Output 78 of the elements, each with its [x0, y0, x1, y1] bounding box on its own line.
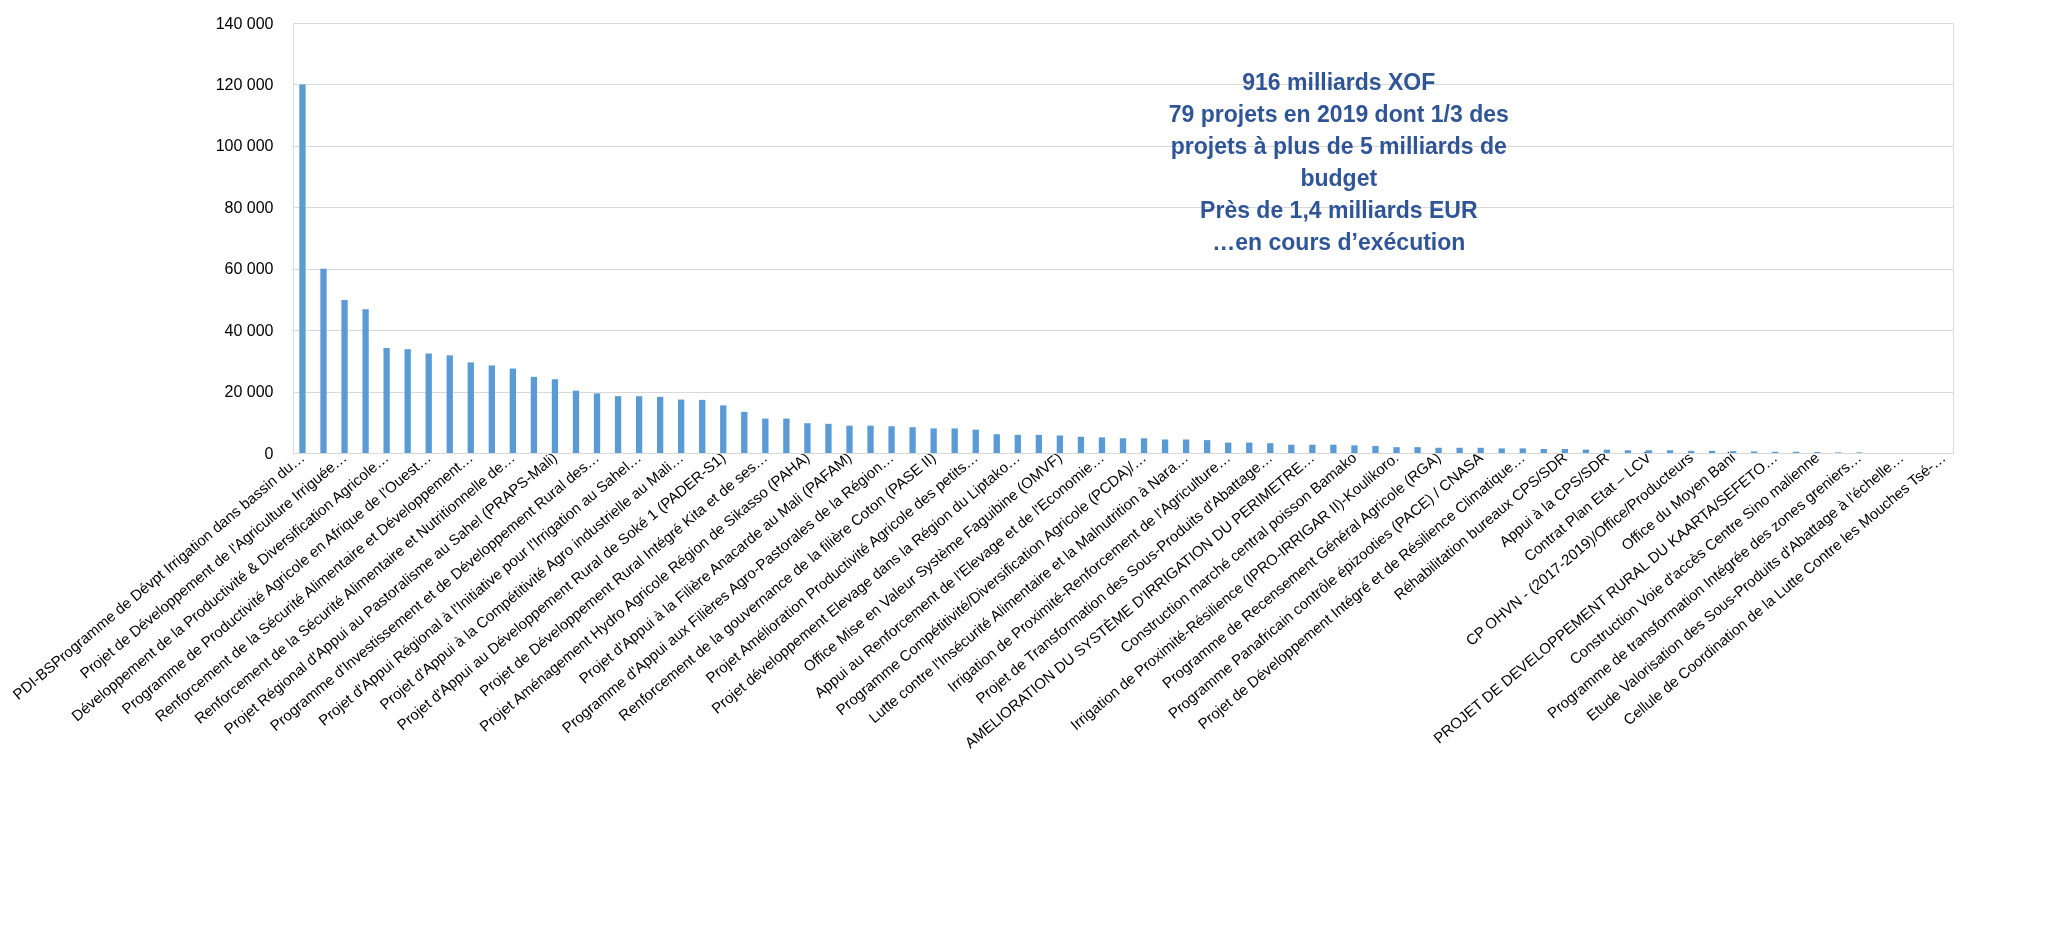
bar — [383, 347, 390, 453]
bar — [972, 429, 979, 453]
annotation: 916 milliards XOF — [1242, 69, 1436, 95]
bar — [425, 353, 432, 453]
y-tick-label: 140 000 — [215, 14, 274, 32]
bar — [1288, 444, 1295, 453]
bar — [1540, 449, 1547, 453]
bar — [1056, 435, 1064, 453]
bar — [1351, 445, 1358, 453]
bar — [1393, 447, 1400, 453]
bar — [1119, 438, 1127, 453]
bar — [572, 390, 580, 453]
bar — [320, 268, 327, 453]
bar — [1435, 447, 1442, 453]
bar — [1456, 447, 1463, 453]
bar — [551, 379, 559, 453]
annotation: Près de 1,4 milliards EUR — [1200, 197, 1478, 223]
bar — [1225, 442, 1232, 453]
bar — [467, 362, 474, 453]
bar — [1414, 447, 1421, 453]
bar — [720, 405, 727, 453]
bar — [1140, 438, 1148, 453]
bar — [930, 428, 937, 453]
bar — [678, 399, 685, 453]
annotation: projets à plus de 5 milliards de — [1170, 133, 1507, 159]
bar — [614, 396, 622, 453]
bar — [1477, 447, 1484, 453]
y-tick-label: 20 000 — [224, 383, 274, 401]
bar — [825, 423, 832, 453]
bar — [1204, 440, 1211, 453]
bar — [299, 84, 306, 453]
annotation: budget — [1300, 165, 1378, 191]
bar — [1330, 444, 1337, 453]
bar — [362, 309, 369, 453]
bar — [635, 396, 643, 453]
bar — [341, 300, 348, 453]
bar — [1098, 437, 1106, 453]
bar — [1014, 434, 1021, 453]
bar — [1645, 450, 1653, 453]
bar — [699, 399, 706, 453]
bar — [846, 425, 853, 453]
annotation: 79 projets en 2019 dont 1/3 des — [1168, 101, 1509, 127]
bar — [593, 393, 601, 453]
bar — [951, 428, 958, 453]
bar — [867, 425, 874, 453]
bar — [1519, 448, 1526, 453]
bar — [1666, 450, 1674, 453]
bar — [1246, 442, 1253, 453]
bar — [762, 418, 769, 453]
bar — [993, 434, 1000, 453]
y-tick-label: 60 000 — [224, 260, 274, 278]
bar — [656, 396, 664, 453]
bar — [741, 411, 748, 453]
y-tick-label: 0 — [264, 444, 274, 462]
bar — [1498, 448, 1505, 453]
y-tick-label: 120 000 — [215, 75, 274, 93]
y-tick-label: 100 000 — [215, 137, 274, 155]
bar — [1561, 449, 1568, 453]
bar — [1309, 444, 1316, 453]
bar — [783, 418, 790, 453]
bar — [488, 365, 495, 453]
bar — [1035, 434, 1042, 453]
bar — [804, 423, 811, 453]
y-tick-label: 40 000 — [224, 321, 274, 339]
bar — [1182, 439, 1190, 453]
annotation: …en cours d’exécution — [1212, 229, 1466, 255]
bar — [1267, 443, 1274, 453]
bar — [509, 368, 517, 453]
y-tick-label: 80 000 — [224, 198, 274, 216]
bar — [1161, 439, 1169, 453]
bar — [446, 355, 453, 453]
bar — [404, 349, 411, 453]
bar — [530, 376, 538, 453]
bar — [888, 426, 895, 453]
bar — [1077, 436, 1085, 453]
bar — [1372, 445, 1379, 453]
bar — [1624, 450, 1632, 453]
bar — [909, 427, 916, 453]
